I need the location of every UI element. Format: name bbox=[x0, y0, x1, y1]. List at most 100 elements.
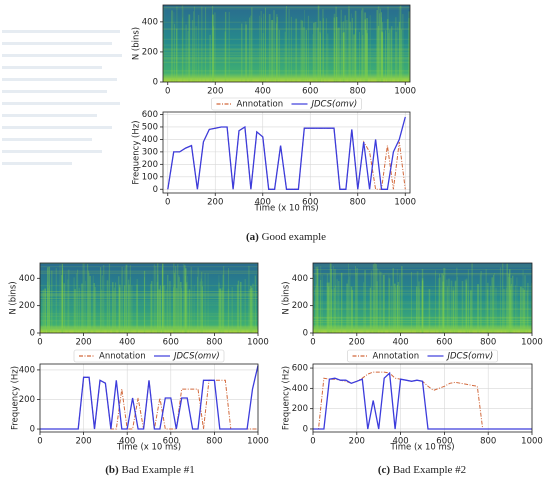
spectrogram-stripe bbox=[343, 21, 345, 82]
spectrogram-stripe bbox=[156, 274, 159, 333]
spectrogram-stripe bbox=[410, 271, 412, 333]
spectrogram-band bbox=[40, 293, 258, 295]
spectrogram-stripe bbox=[156, 282, 159, 333]
spectrogram-stripe bbox=[304, 9, 305, 82]
spectrogram-stripe bbox=[185, 282, 188, 333]
series-line bbox=[40, 365, 259, 430]
spectrogram-stripe bbox=[399, 5, 402, 82]
caption-text: Good example bbox=[262, 231, 327, 243]
spectrogram-stripe bbox=[506, 263, 508, 333]
spectrogram-stripe bbox=[343, 32, 345, 82]
spectrogram-stripe bbox=[316, 268, 319, 333]
caption-text: Bad Example #1 bbox=[121, 464, 194, 476]
spectrogram-stripe bbox=[314, 21, 317, 82]
spectrogram-stripe bbox=[379, 270, 381, 333]
spectrogram-stripe bbox=[174, 23, 176, 82]
spectrogram-stripe bbox=[300, 19, 303, 82]
spectrogram-band bbox=[163, 7, 410, 8]
spectrogram-stripe bbox=[265, 14, 266, 82]
spectrogram-stripe bbox=[197, 276, 198, 333]
spectrogram-stripe bbox=[471, 263, 473, 333]
spectrogram-band bbox=[40, 297, 258, 299]
spectrogram-stripe bbox=[295, 18, 298, 82]
spectrogram-stripe bbox=[351, 17, 353, 82]
spectrogram-band bbox=[40, 304, 258, 306]
spectrogram-stripe bbox=[376, 281, 378, 333]
spectrogram-band bbox=[40, 291, 258, 292]
y-tick-label: 500 bbox=[142, 122, 158, 132]
spectrogram-band bbox=[313, 289, 532, 291]
spectrogram-stripe bbox=[452, 290, 455, 333]
spectrogram-stripe bbox=[509, 269, 511, 333]
spectrogram-stripe bbox=[224, 31, 227, 82]
spectrogram-band bbox=[313, 320, 532, 321]
spectrogram-stripe bbox=[181, 5, 184, 82]
spectrogram-stripe bbox=[439, 274, 441, 333]
spectrogram-stripe bbox=[193, 6, 195, 82]
spectrogram-stripe bbox=[184, 265, 186, 333]
spectrogram-stripe bbox=[305, 30, 308, 82]
spectrogram-stripe bbox=[219, 288, 222, 333]
spectrogram-stripe bbox=[101, 289, 102, 333]
y-tick-label: 200 bbox=[142, 160, 158, 170]
spectrogram-stripe bbox=[510, 289, 512, 333]
spectrogram-stripe bbox=[129, 265, 131, 333]
spectrogram-stripe bbox=[454, 281, 457, 333]
spectrogram-stripe bbox=[200, 278, 202, 333]
spectrogram-stripe bbox=[204, 273, 206, 333]
spectrogram-stripe bbox=[44, 288, 46, 333]
spectrogram-stripe bbox=[376, 10, 379, 82]
spectrogram-stripe bbox=[157, 263, 159, 333]
spectrogram-stripe bbox=[180, 281, 182, 333]
y-tick-label: 200 bbox=[19, 301, 35, 311]
spectrogram-stripe bbox=[106, 280, 108, 333]
spectrogram-stripe bbox=[178, 277, 180, 333]
legend-label: JDCS(omv) bbox=[310, 100, 358, 110]
x-tick-label: 800 bbox=[350, 87, 366, 97]
spectrogram-stripe bbox=[396, 285, 399, 333]
spectrogram-stripe bbox=[205, 7, 207, 82]
spectrogram-stripe bbox=[61, 264, 63, 333]
spectrogram-stripe bbox=[527, 282, 529, 333]
spectrogram-stripe bbox=[398, 6, 400, 82]
spectrogram-stripe bbox=[290, 16, 293, 82]
spectrogram-stripe bbox=[252, 283, 254, 333]
spectrogram-band bbox=[163, 58, 410, 60]
y-tick-label: 0 bbox=[303, 424, 308, 434]
spectrogram-stripe bbox=[185, 24, 187, 82]
spectrogram-stripe bbox=[446, 279, 448, 333]
axes-frame bbox=[39, 363, 259, 433]
spectrogram-stripe bbox=[409, 11, 410, 82]
spectrogram-stripe bbox=[163, 284, 166, 333]
spectrogram-stripe bbox=[112, 282, 114, 333]
spectrogram-stripe bbox=[162, 285, 165, 333]
spectrogram-stripe bbox=[263, 13, 265, 82]
spectrogram-stripe bbox=[77, 269, 79, 333]
spectrogram-stripe bbox=[369, 15, 371, 82]
spectrogram-band bbox=[313, 326, 532, 328]
x-tick-label: 600 bbox=[436, 437, 452, 447]
spectrogram-stripe bbox=[494, 272, 495, 333]
spectrogram-stripe bbox=[173, 263, 175, 333]
spectrogram-stripe bbox=[250, 15, 252, 82]
spectrogram-stripe bbox=[175, 288, 178, 333]
spectrogram-stripe bbox=[346, 20, 348, 82]
x-axis-label: Time (x 10 ms) bbox=[253, 204, 318, 214]
spectrogram-band bbox=[40, 273, 258, 274]
spectrogram-stripe bbox=[350, 286, 353, 333]
spectrogram-stripe bbox=[315, 287, 316, 333]
spectrogram-stripe bbox=[467, 269, 469, 333]
spectrogram-stripe bbox=[421, 268, 424, 333]
x-tick-label: 200 bbox=[207, 198, 223, 208]
spectrogram-stripe bbox=[467, 290, 469, 333]
spectrogram-stripe bbox=[382, 274, 385, 333]
spectrogram-stripe bbox=[428, 288, 431, 333]
axes-frame bbox=[312, 363, 533, 433]
spectrogram-stripe bbox=[67, 269, 70, 333]
spectrogram-stripe bbox=[363, 282, 365, 333]
spectrogram-stripe bbox=[276, 16, 278, 82]
spectrogram-stripe bbox=[136, 279, 138, 333]
spectrogram-stripe bbox=[326, 273, 329, 333]
spectrogram-band bbox=[40, 326, 258, 328]
spectrogram-stripe bbox=[421, 287, 423, 333]
